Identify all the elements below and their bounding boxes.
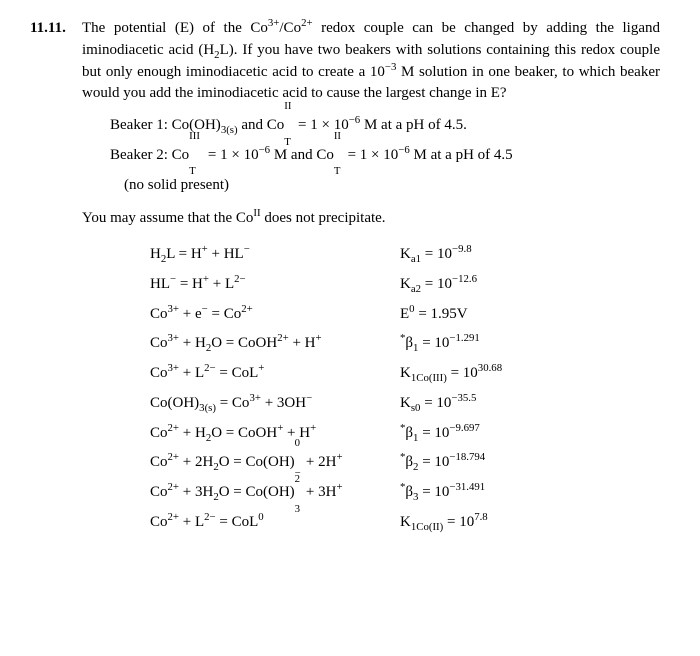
eq-left: Co3+ + H2O = CoOH2+ + H+	[150, 333, 400, 355]
no-solid: (no solid present)	[124, 175, 660, 197]
eq-row: Co3+ + e− = Co2+ E0 = 1.95V	[150, 304, 660, 326]
eq-left: Co2+ + L2− = CoL0	[150, 512, 400, 534]
problem-block: 11.11. The potential (E) of the Co3+/Co2…	[30, 18, 660, 105]
eq-right: Ka2 = 10−12.6	[400, 274, 477, 296]
eq-left: Co3+ + e− = Co2+	[150, 304, 400, 326]
eq-right: *β1 = 10−1.291	[400, 333, 480, 355]
eq-right: K1Co(II) = 107.8	[400, 512, 488, 534]
eq-right: *β2 = 10−18.794	[400, 452, 485, 474]
eq-row: Co2+ + L2− = CoL0 K1Co(II) = 107.8	[150, 512, 660, 534]
problem-text: The potential (E) of the Co3+/Co2+ redox…	[82, 18, 660, 105]
eq-row: Co(OH)3(s) = Co3+ + 3OH− Ks0 = 10−35.5	[150, 393, 660, 415]
eq-row: Co3+ + L2− = CoL+ K1Co(III) = 1030.68	[150, 363, 660, 385]
equations-block: H2L = H+ + HL− Ka1 = 10−9.8 HL− = H+ + L…	[150, 244, 660, 534]
eq-right: K1Co(III) = 1030.68	[400, 363, 502, 385]
eq-right: *β1 = 10−9.697	[400, 423, 480, 445]
eq-row: Co2+ + 3H2O = Co(OH)−33 + 3H+ *β3 = 10−3…	[150, 482, 660, 504]
eq-row: H2L = H+ + HL− Ka1 = 10−9.8	[150, 244, 660, 266]
problem-number: 11.11.	[30, 18, 82, 105]
eq-right: E0 = 1.95V	[400, 304, 468, 326]
eq-row: Co2+ + 2H2O = Co(OH)020 + 2H+ *β2 = 10−1…	[150, 452, 660, 474]
beaker-2: Beaker 2: CoIIITIII = 1 × 10−6 M and CoI…	[110, 145, 660, 167]
eq-right: Ks0 = 10−35.5	[400, 393, 476, 415]
assume-line: You may assume that the CoII does not pr…	[82, 208, 660, 230]
eq-right: *β3 = 10−31.491	[400, 482, 485, 504]
eq-right: Ka1 = 10−9.8	[400, 244, 472, 266]
eq-left: Co2+ + 2H2O = Co(OH)020 + 2H+	[150, 452, 400, 474]
eq-left: Co2+ + H2O = CoOH+ + H+	[150, 423, 400, 445]
eq-row: HL− = H+ + L2− Ka2 = 10−12.6	[150, 274, 660, 296]
eq-row: Co3+ + H2O = CoOH2+ + H+ *β1 = 10−1.291	[150, 333, 660, 355]
eq-left: Co3+ + L2− = CoL+	[150, 363, 400, 385]
eq-row: Co2+ + H2O = CoOH+ + H+ *β1 = 10−9.697	[150, 423, 660, 445]
eq-left: Co2+ + 3H2O = Co(OH)−33 + 3H+	[150, 482, 400, 504]
eq-left: Co(OH)3(s) = Co3+ + 3OH−	[150, 393, 400, 415]
eq-left: H2L = H+ + HL−	[150, 244, 400, 266]
eq-left: HL− = H+ + L2−	[150, 274, 400, 296]
